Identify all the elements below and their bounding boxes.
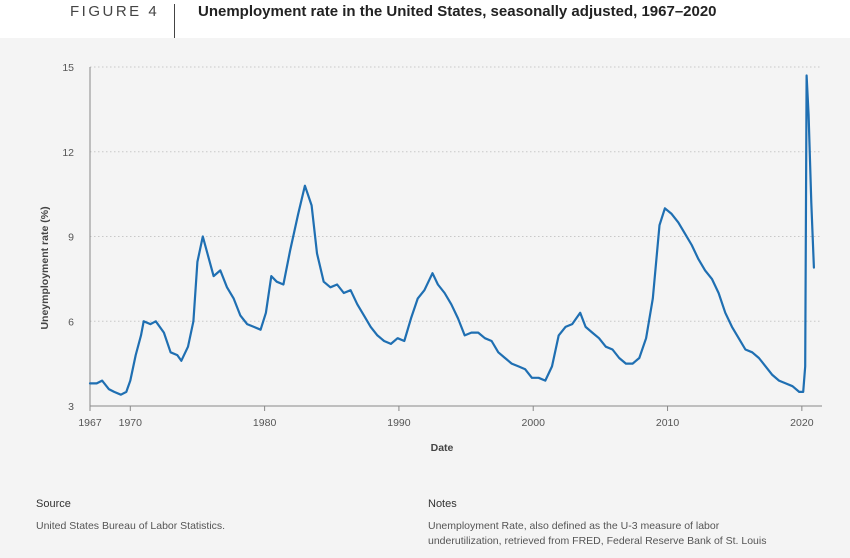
source-text: United States Bureau of Labor Statistics… (36, 520, 226, 532)
axes: 3 6 9 12 15 1967 1970 1980 1990 2000 2010 2020 (62, 62, 822, 429)
chart-panel: 3 6 9 12 15 1967 1970 1980 1990 2000 2010 2020 Uney… (0, 38, 850, 485)
y-tick-label: 9 (68, 232, 74, 244)
x-tick-label: 2000 (522, 417, 546, 429)
source-block: Source United States Bureau of Labor Sta… (36, 498, 225, 534)
header-divider (174, 4, 175, 38)
figure-header: FIGURE 4 Unemployment rate in the United… (0, 0, 850, 38)
x-tick-label: 1990 (387, 417, 411, 429)
figure-label: FIGURE 4 (70, 3, 160, 20)
x-tick-label: 1970 (119, 417, 143, 429)
gridlines (90, 66, 822, 322)
x-tick-label: 1967 (78, 417, 102, 429)
unemployment-line-chart: 3 6 9 12 15 1967 1970 1980 1990 2000 2010 2020 Uney… (39, 62, 822, 454)
x-tick-label: 1980 (253, 417, 277, 429)
notes-line-1: Unemployment Rate, also defined as the U… (428, 520, 720, 532)
x-tick-label: 2020 (790, 417, 814, 429)
y-tick-label: 12 (62, 147, 74, 159)
unemployment-rate-line (88, 74, 815, 396)
y-tick-label: 15 (62, 62, 74, 74)
y-axis-label: Uneymployment rate (%) (39, 206, 51, 329)
source-heading: Source (36, 498, 71, 510)
y-tick-label: 3 (68, 401, 74, 413)
notes-block: Notes Unemployment Rate, also defined as… (428, 498, 766, 549)
y-tick-label: 6 (68, 316, 74, 328)
chart-title: Unemployment rate in the United States, … (198, 3, 717, 20)
notes-line-2: underutilization, retrieved from FRED, F… (428, 535, 767, 547)
series-layer (88, 74, 815, 396)
x-tick-label: 2010 (656, 417, 680, 429)
notes-heading: Notes (428, 498, 457, 510)
chart-footer: Source United States Bureau of Labor Sta… (0, 485, 850, 558)
x-axis-label: Date (431, 442, 454, 454)
